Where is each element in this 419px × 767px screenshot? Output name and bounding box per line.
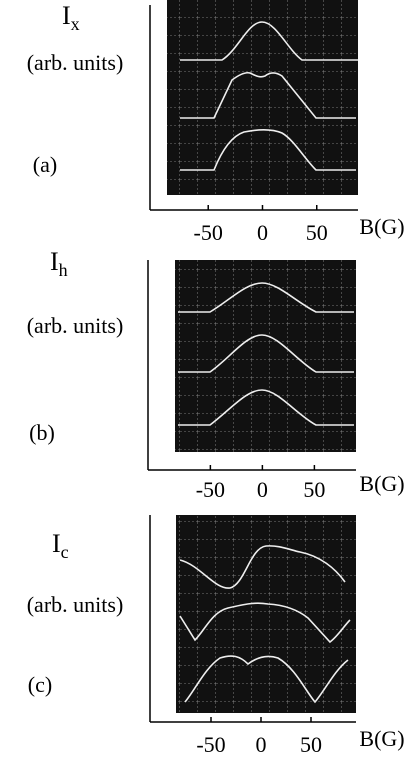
y-label-sub: h [59, 260, 68, 280]
panel-label: (c) [28, 672, 52, 697]
y-axis-units: (arb. units) [27, 592, 124, 617]
y-label-main: I [62, 1, 71, 30]
panel-label: (a) [33, 152, 57, 177]
y-axis-units: (arb. units) [27, 313, 124, 338]
x-tick-label: -50 [196, 732, 225, 757]
figure: -50 0 50 B(G) Ix (arb. units) (a) -50 0 50 B(G) Ih… [0, 0, 419, 767]
x-axis-label: B(G) [359, 471, 404, 496]
panel-b: -50 0 50 B(G) Ih (arb. units) (b) [27, 247, 405, 502]
screen-grid [167, 0, 358, 195]
y-axis-label: Ih [50, 247, 68, 280]
x-tick-label: 0 [257, 220, 268, 245]
x-tick-label: -50 [196, 477, 225, 502]
y-axis-label: Ix [62, 1, 80, 34]
y-label-sub: x [71, 14, 80, 34]
x-tick-label: 50 [300, 732, 322, 757]
y-axis-units: (arb. units) [27, 50, 124, 75]
x-axis-label: B(G) [359, 726, 404, 751]
panel-c: -50 0 50 B(G) Ic (arb. units) (c) [27, 515, 405, 757]
y-label-main: I [52, 529, 61, 558]
x-axis-label: B(G) [359, 214, 404, 239]
panel-label: (b) [29, 420, 55, 445]
y-label-sub: c [61, 542, 69, 562]
y-label-main: I [50, 247, 59, 276]
x-tick-label: 50 [303, 477, 325, 502]
screen-grid [175, 260, 356, 452]
x-tick-label: 0 [256, 732, 267, 757]
y-axis-label: Ic [52, 529, 69, 562]
x-tick-label: 0 [257, 477, 268, 502]
x-tick-label: -50 [194, 220, 223, 245]
x-tick-label: 50 [306, 220, 328, 245]
panel-a: -50 0 50 B(G) Ix (arb. units) (a) [27, 0, 405, 245]
